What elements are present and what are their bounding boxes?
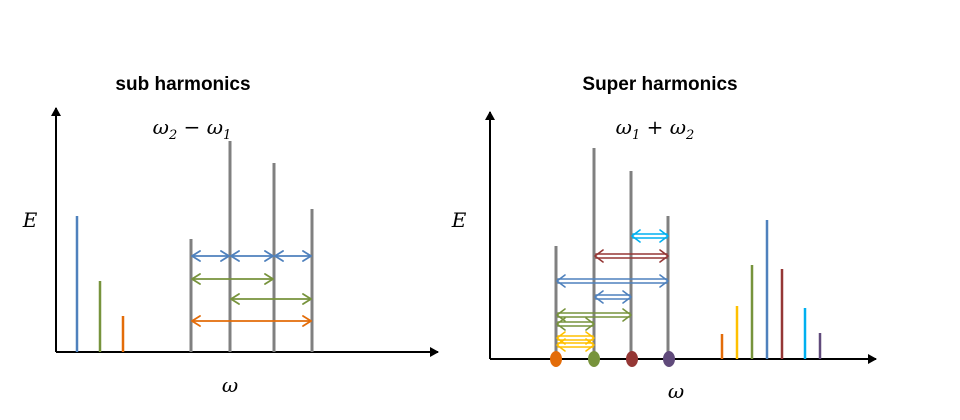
right-y-axis-label: E (451, 208, 467, 232)
right-x-axis-label: ω (668, 379, 684, 403)
right-axis-dot-purple (663, 351, 675, 367)
right-axis-dot-green (588, 351, 600, 367)
left-diff-arrow-green-1 (191, 273, 274, 285)
right-panel-title: Super harmonics (582, 74, 737, 95)
left-panel: sub harmonics ω2 − ω1 E ω (22, 74, 439, 397)
right-formula: ω1 + ω2 (616, 115, 695, 143)
left-diff-arrow-blue-3 (274, 250, 312, 262)
left-diff-arrow-blue-2 (230, 250, 274, 262)
right-sum-arrow-green-1 (556, 308, 632, 322)
left-panel-title: sub harmonics (115, 74, 250, 95)
right-panel: Super harmonics ω1 + ω2 E ω (451, 74, 877, 403)
right-sum-arrow-cyan (631, 229, 669, 243)
right-sum-arrow-blue-short (594, 290, 632, 304)
right-axis-dot-darkred (626, 351, 638, 367)
left-diff-arrow-orange (191, 315, 312, 327)
left-y-axis-label: E (22, 208, 38, 232)
right-sum-arrow-darkred (594, 249, 669, 263)
right-axis-dot-orange (550, 351, 562, 367)
left-formula: ω2 − ω1 (153, 115, 232, 143)
left-x-axis-label: ω (222, 373, 238, 397)
right-sum-arrow-yellow-2 (556, 338, 595, 352)
right-sum-arrow-green-2 (556, 317, 595, 331)
left-diff-arrow-green-2 (230, 293, 312, 305)
right-sum-arrow-blue-long (556, 274, 669, 288)
left-diff-arrow-blue-1 (191, 250, 230, 262)
